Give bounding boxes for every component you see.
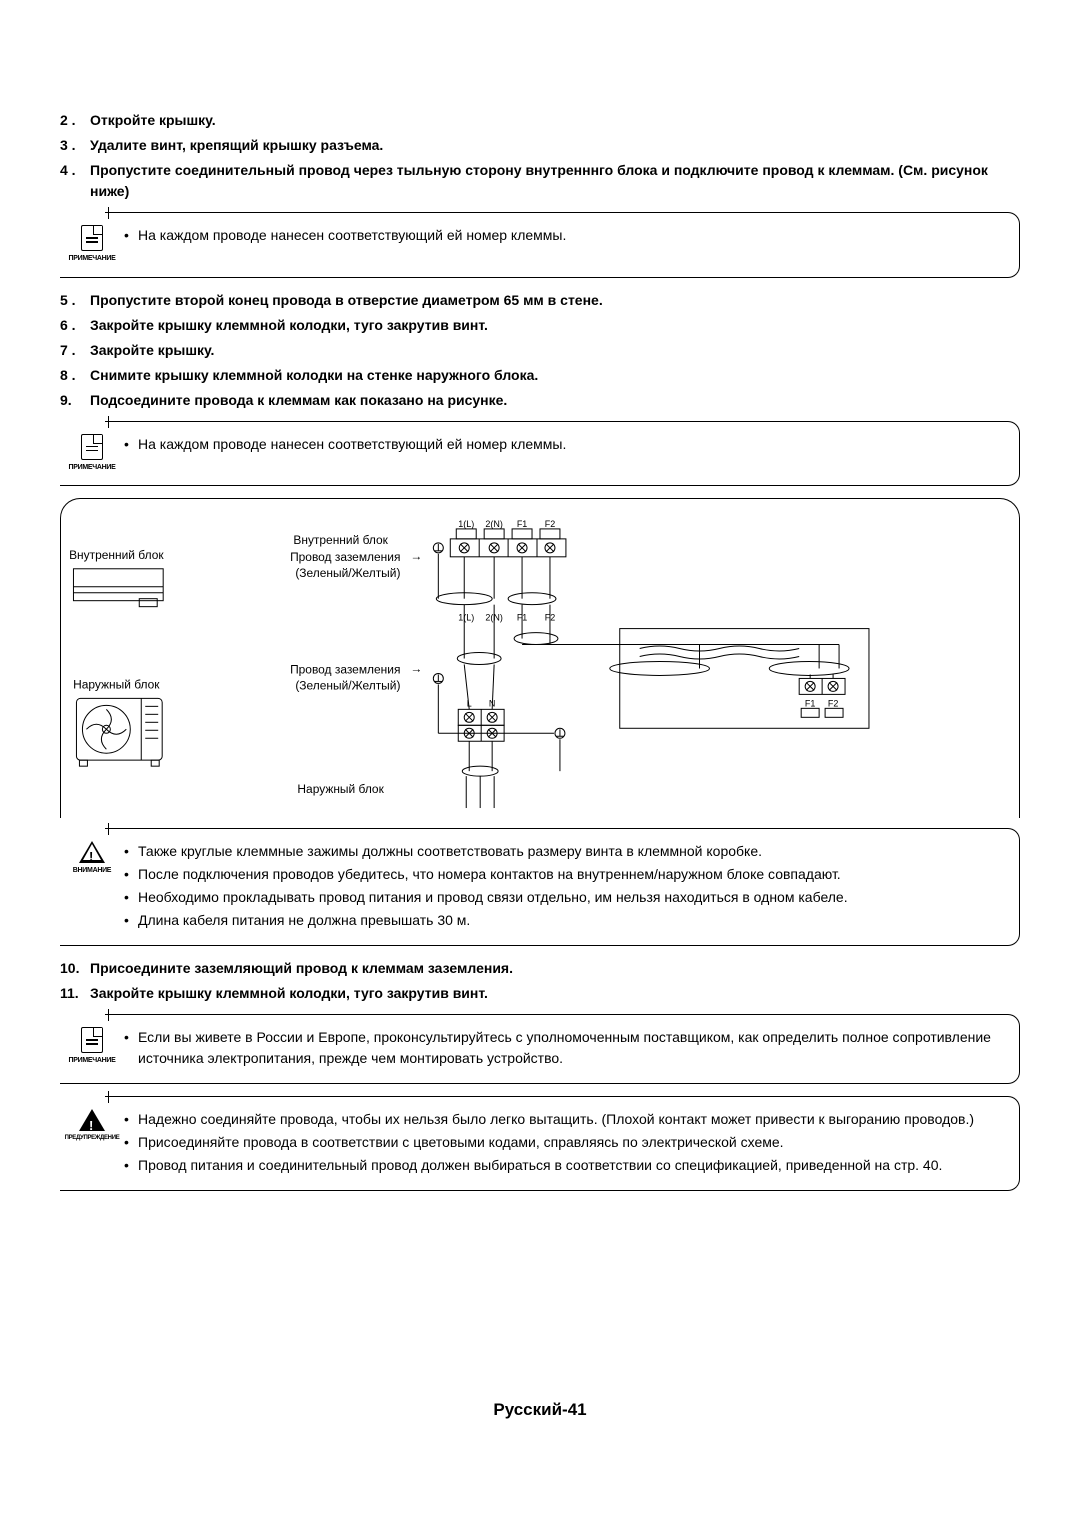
indoor-unit-label-2: Внутренний блок (293, 533, 388, 547)
steps-group-2: 5 .Пропустите второй конец провода в отв… (60, 290, 1020, 411)
svg-text:Наружный блок: Наружный блок (297, 782, 384, 796)
step-item: 11.Закройте крышку клеммной колодки, туг… (60, 983, 1020, 1004)
indoor-unit-label: Внутренний блок (69, 548, 164, 562)
note-label: ПРИМЕЧАНИЕ (69, 1056, 116, 1067)
warning-filled-icon (79, 1109, 105, 1131)
step-item: 5 .Пропустите второй конец провода в отв… (60, 290, 1020, 311)
document-icon (81, 1027, 103, 1053)
steps-group-1: 2 .Откройте крышку. 3 .Удалите винт, кре… (60, 110, 1020, 202)
note-item: Если вы живете в России и Европе, прокон… (124, 1027, 1003, 1069)
svg-text:F1: F1 (805, 698, 815, 708)
note-icon-wrap: ПРИМЕЧАНИЕ (68, 1027, 116, 1067)
note-label: ПРИМЕЧАНИЕ (69, 463, 116, 474)
note-content: На каждом проводе нанесен соответствующи… (116, 434, 1003, 457)
attention-label: ВНИМАНИЕ (73, 866, 111, 877)
svg-text:(Зеленый/Желтый): (Зеленый/Желтый) (295, 678, 400, 692)
attention-box: ВНИМАНИЕ Также круглые клеммные зажимы д… (60, 828, 1020, 946)
note-label: ПРИМЕЧАНИЕ (69, 254, 116, 265)
note-item: Также круглые клеммные зажимы должны соо… (124, 841, 1003, 862)
note-item: Присоединяйте провода в соответствии с ц… (124, 1132, 1003, 1153)
note-item: Необходимо прокладывать провод питания и… (124, 887, 1003, 908)
step-item: 10.Присоедините заземляющий провод к кле… (60, 958, 1020, 979)
svg-text:F2: F2 (545, 519, 555, 529)
svg-text:2(N): 2(N) (485, 519, 502, 529)
note-icon-wrap: ПРЕДУПРЕЖДЕНИЕ (68, 1109, 116, 1143)
top-terminal-block: 1(L) 2(N) F1 F2 (433, 519, 566, 557)
note-item: Длина кабеля питания не должна превышать… (124, 910, 1003, 931)
note-item: На каждом проводе нанесен соответствующи… (124, 225, 1003, 246)
step-item: 6 .Закройте крышку клеммной колодки, туг… (60, 315, 1020, 336)
steps-group-3: 10.Присоедините заземляющий провод к кле… (60, 958, 1020, 1004)
warning-box: ПРЕДУПРЕЖДЕНИЕ Надежно соединяйте провод… (60, 1096, 1020, 1191)
warning-icon (79, 841, 105, 863)
svg-text:→: → (410, 661, 422, 675)
note-box-2: ПРИМЕЧАНИЕ На каждом проводе нанесен соо… (60, 421, 1020, 487)
wiring-diagram: Внутренний блок Наружный блок Внутренний… (60, 498, 1020, 818)
step-item: 7 .Закройте крышку. (60, 340, 1020, 361)
svg-text:F1: F1 (517, 519, 527, 529)
step-item: 3 .Удалите винт, крепящий крышку разъема… (60, 135, 1020, 156)
svg-text:Провод заземления: Провод заземления (290, 662, 400, 676)
step-item: 9.Подсоедините провода к клеммам как пок… (60, 390, 1020, 411)
note-item: После подключения проводов убедитесь, чт… (124, 864, 1003, 885)
document-icon (81, 434, 103, 460)
outdoor-unit-label: Наружный блок (73, 677, 160, 691)
document-icon (81, 225, 103, 251)
step-item: 2 .Откройте крышку. (60, 110, 1020, 131)
step-item: 4 .Пропустите соединительный провод чере… (60, 160, 1020, 202)
svg-text:→: → (410, 549, 422, 563)
step-item: 8 .Снимите крышку клеммной колодки на ст… (60, 365, 1020, 386)
ground-wire-label: Провод заземления (290, 550, 400, 564)
note-content: Если вы живете в России и Европе, прокон… (116, 1027, 1003, 1071)
svg-text:1(L): 1(L) (458, 613, 474, 623)
page-footer: Русский-41 (0, 1397, 1080, 1423)
note-content: Надежно соединяйте провода, чтобы их нел… (116, 1109, 1003, 1178)
note-content: Также круглые клеммные зажимы должны соо… (116, 841, 1003, 933)
note-icon-wrap: ПРИМЕЧАНИЕ (68, 225, 116, 265)
color-label: (Зеленый/Желтый) (295, 566, 400, 580)
svg-text:1(L): 1(L) (458, 519, 474, 529)
note-content: На каждом проводе нанесен соответствующи… (116, 225, 1003, 248)
note-item: Провод питания и соединительный провод д… (124, 1155, 1003, 1176)
note-box-3: ПРИМЕЧАНИЕ Если вы живете в России и Евр… (60, 1014, 1020, 1084)
note-item: На каждом проводе нанесен соответствующи… (124, 434, 1003, 455)
note-item: Надежно соединяйте провода, чтобы их нел… (124, 1109, 1003, 1130)
note-box-1: ПРИМЕЧАНИЕ На каждом проводе нанесен соо… (60, 212, 1020, 278)
note-icon-wrap: ВНИМАНИЕ (68, 841, 116, 877)
svg-text:F2: F2 (828, 698, 838, 708)
diagram-svg: Внутренний блок Наружный блок Внутренний… (61, 499, 1019, 818)
note-icon-wrap: ПРИМЕЧАНИЕ (68, 434, 116, 474)
